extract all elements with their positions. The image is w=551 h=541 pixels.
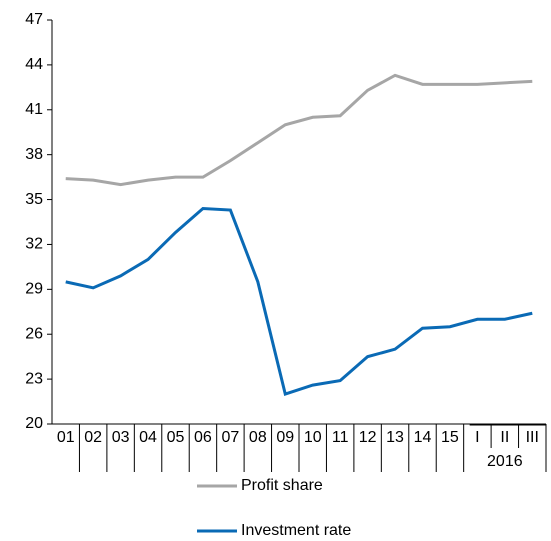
x-tick-label: I xyxy=(475,429,479,446)
y-tick-label: 29 xyxy=(25,281,43,298)
y-tick-label: 38 xyxy=(25,146,43,163)
x-tick-label: 05 xyxy=(167,429,185,446)
x-tick-label: II xyxy=(500,429,509,446)
x-tick-label: 08 xyxy=(249,429,267,446)
x-tick-label: 11 xyxy=(332,429,349,446)
x-tick-label: III xyxy=(526,429,539,446)
x-tick-label: 06 xyxy=(194,429,212,446)
x-tick-label: 13 xyxy=(386,429,404,446)
x-group-label: 2016 xyxy=(487,453,523,470)
y-tick-label: 47 xyxy=(25,11,43,28)
x-tick-label: 02 xyxy=(84,429,102,446)
legend-label: Profit share xyxy=(241,477,323,494)
series-line xyxy=(65,207,533,397)
y-tick-label: 26 xyxy=(25,325,43,342)
x-tick-label: 14 xyxy=(414,429,432,446)
legend-label: Investment rate xyxy=(241,522,351,539)
x-tick-label: 15 xyxy=(441,429,459,446)
x-tick-label: 10 xyxy=(304,429,322,446)
series-line xyxy=(65,73,533,187)
x-tick-label: 12 xyxy=(359,429,377,446)
y-tick-label: 20 xyxy=(25,415,43,432)
y-tick-label: 44 xyxy=(25,56,43,73)
x-tick-label: 09 xyxy=(276,429,294,446)
x-tick-label: 01 xyxy=(57,429,75,446)
x-tick-label: 04 xyxy=(139,429,157,446)
y-tick-label: 32 xyxy=(25,236,43,253)
x-tick-label: 07 xyxy=(221,429,239,446)
x-tick-label: 03 xyxy=(112,429,130,446)
y-tick-label: 41 xyxy=(25,101,43,118)
y-tick-label: 23 xyxy=(25,370,43,387)
y-tick-label: 35 xyxy=(25,191,43,208)
